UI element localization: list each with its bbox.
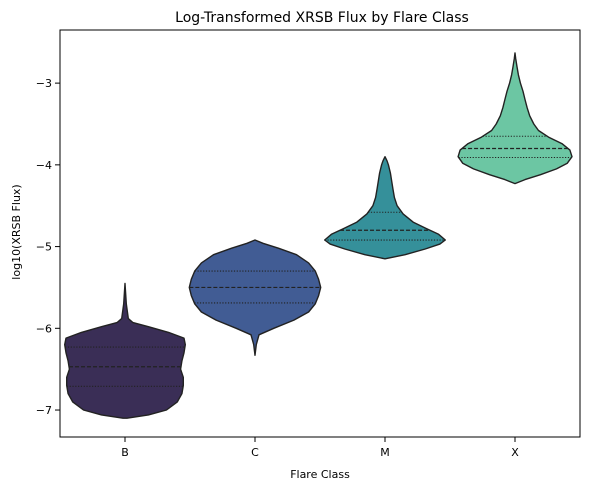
violin-X: [457, 52, 573, 185]
y-tick-label: −5: [36, 241, 52, 254]
plot-frame: [59, 29, 581, 438]
y-tick-label: −6: [36, 322, 52, 335]
violin-M: [324, 156, 446, 260]
violin-body-B: [64, 282, 186, 419]
x-tick-label: X: [511, 446, 519, 459]
y-tick-label: −3: [36, 77, 52, 90]
y-tick-label: −4: [36, 159, 52, 172]
violin-C: [188, 239, 322, 356]
y-axis-label: log10(XRSB Flux): [10, 184, 23, 279]
x-tick-label: C: [251, 446, 259, 459]
x-tick-label: B: [121, 446, 129, 459]
chart-title: Log-Transformed XRSB Flux by Flare Class: [175, 10, 469, 26]
violin-body-M: [324, 156, 446, 260]
x-axis-label: Flare Class: [290, 468, 350, 481]
x-tick-label: M: [380, 446, 390, 459]
plot-area: [64, 52, 573, 419]
violin-body-C: [188, 239, 322, 356]
y-axis: −7 −6 −5 −4 −3: [36, 77, 60, 417]
violin-B: [64, 282, 186, 419]
violin-body-X: [457, 52, 573, 185]
y-tick-label: −7: [36, 404, 52, 417]
